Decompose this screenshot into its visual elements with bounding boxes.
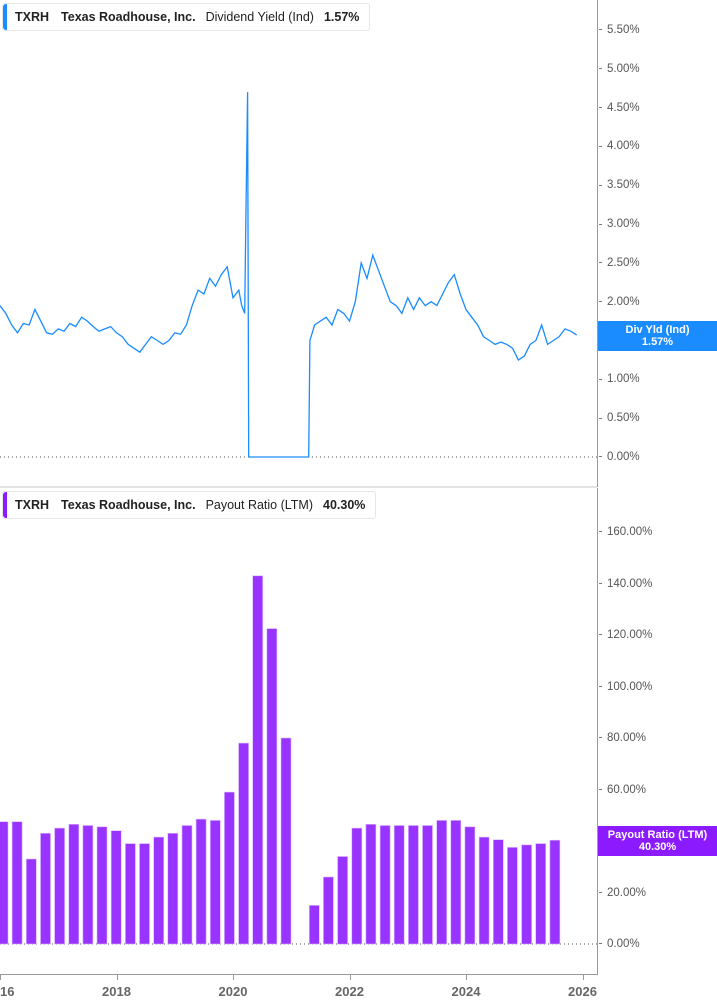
payout-bar[interactable] [507,847,518,945]
x-tick [466,975,467,980]
payout-bar[interactable] [195,818,207,945]
y-tick-label: 3.50% [599,179,640,191]
y-tick-label: 100.00% [599,681,652,693]
payout-bar[interactable] [153,836,164,945]
payout-bar[interactable] [82,825,94,945]
x-tick [0,975,1,980]
payout-bar[interactable] [549,839,561,945]
y-tick-label: 0.00% [599,451,640,463]
payout-bar[interactable] [54,827,65,945]
y-tick-label: 20.00% [599,887,646,899]
payout-bar[interactable] [535,843,547,945]
payout-bar[interactable] [308,905,320,945]
badge-label: Div Yld (Ind) [625,324,690,336]
payout-bar[interactable] [224,791,235,945]
y-tick-label: 160.00% [599,526,652,538]
x-tick-label: 2020 [218,984,248,999]
payout-bar[interactable] [0,821,9,945]
legend-company-name: Texas Roadhouse, Inc. [61,10,196,24]
payout-bars [0,575,561,945]
y-tick-label: 0.50% [599,412,640,424]
y-tick-label: 60.00% [599,784,646,796]
y-axis-line-bottom [597,488,598,975]
payout-bar[interactable] [521,844,532,945]
payout-ratio-badge: Payout Ratio (LTM) 40.30% [598,826,717,856]
legend-value: 1.57% [323,10,360,24]
badge-value: 40.30% [638,841,677,853]
payout-bar[interactable] [11,821,23,945]
x-tick [349,975,351,980]
y-tick-label: 80.00% [599,732,646,744]
y-tick-label: 0.00% [599,938,640,950]
legend-metric: Dividend Yield (Ind) [205,10,314,24]
x-tick [233,975,234,980]
payout-bar[interactable] [393,825,405,945]
payout-bar[interactable] [337,856,348,945]
y-tick-label: 1.00% [599,373,640,385]
x-tick-label: 2022 [335,984,364,999]
dividend-yield-badge: Div Yld (Ind) 1.57% [598,321,717,351]
payout-bar[interactable] [280,737,292,945]
badge-label: Payout Ratio (LTM) [607,829,708,841]
legend-metric: Payout Ratio (LTM) [205,498,314,512]
payout-bar[interactable] [492,839,504,945]
legend-company-name: Texas Roadhouse, Inc. [61,498,196,512]
payout-bar[interactable] [408,825,419,945]
payout-bar[interactable] [167,832,179,945]
payout-bar[interactable] [436,820,448,945]
legend-value: 40.30% [323,498,366,512]
payout-bar[interactable] [110,830,122,945]
payout-bar[interactable] [238,742,249,945]
payout-bar[interactable] [478,836,490,945]
payout-bar[interactable] [25,858,37,945]
payout-ratio-panel: TXRH Texas Roadhouse, Inc. Payout Ratio … [0,488,717,975]
y-tick-label: 140.00% [599,578,652,590]
x-tick [582,975,584,980]
payout-bar[interactable] [379,825,391,945]
payout-bar[interactable] [450,820,462,945]
payout-bar[interactable] [139,843,150,945]
y-tick-label: 2.00% [599,296,640,308]
panel-separator[interactable] [0,486,597,488]
payout-bar[interactable] [96,826,108,945]
payout-bar[interactable] [464,826,476,945]
dividend-yield-legend[interactable]: TXRH Texas Roadhouse, Inc. Dividend Yiel… [2,3,371,31]
payout-bar[interactable] [422,825,433,945]
y-tick-label: 3.00% [599,218,640,230]
y-tick-label: 4.50% [599,102,640,114]
y-axis-line-top [597,0,598,487]
series-color-swatch [3,492,7,518]
y-tick-label: 120.00% [599,629,652,641]
dividend-yield-panel: TXRH Texas Roadhouse, Inc. Dividend Yiel… [0,0,717,487]
payout-bar[interactable] [40,832,51,945]
series-color-swatch [3,4,7,30]
y-tick-label: 2.50% [599,257,640,269]
badge-value: 1.57% [641,336,674,348]
legend-ticker: TXRH [15,498,50,512]
x-tick-label: 2016 [0,984,15,999]
x-tick-label: 2026 [568,984,597,999]
payout-bar[interactable] [351,827,363,945]
payout-bar[interactable] [125,843,136,945]
payout-bar[interactable] [252,575,263,945]
payout-bar[interactable] [365,823,377,945]
dividend-yield-line [0,92,578,458]
payout-bar[interactable] [323,876,334,945]
y-tick-label: 4.00% [599,140,640,152]
payout-bar[interactable] [266,628,278,945]
y-tick-label: 5.50% [599,24,640,36]
y-tick-label: 5.00% [599,63,640,75]
x-tick-label: 2024 [451,984,481,999]
x-tick-label: 2018 [102,984,131,999]
legend-ticker: TXRH [15,10,50,24]
payout-bar[interactable] [68,823,80,945]
x-axis-line [0,974,598,975]
payout-bar[interactable] [181,825,193,945]
payout-bar[interactable] [210,820,221,945]
x-tick [116,975,118,980]
payout-ratio-legend[interactable]: TXRH Texas Roadhouse, Inc. Payout Ratio … [2,491,377,519]
